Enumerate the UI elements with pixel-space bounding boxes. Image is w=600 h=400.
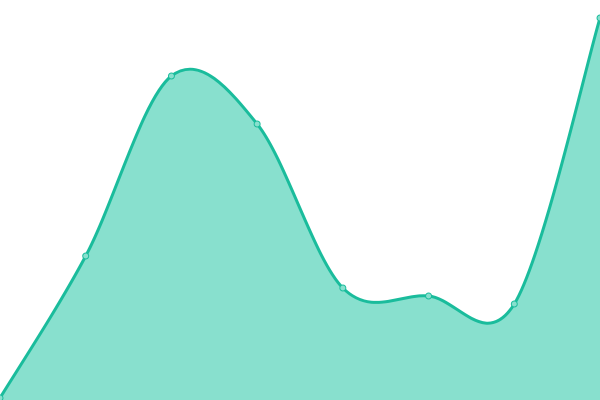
series-line	[0, 17, 600, 399]
data-point	[596, 14, 600, 22]
data-point	[0, 394, 4, 400]
data-point	[339, 284, 347, 292]
data-point	[510, 300, 518, 308]
data-points	[0, 14, 600, 400]
data-point	[167, 72, 175, 80]
data-point	[253, 120, 261, 128]
data-point	[425, 292, 433, 300]
data-point	[82, 252, 90, 260]
